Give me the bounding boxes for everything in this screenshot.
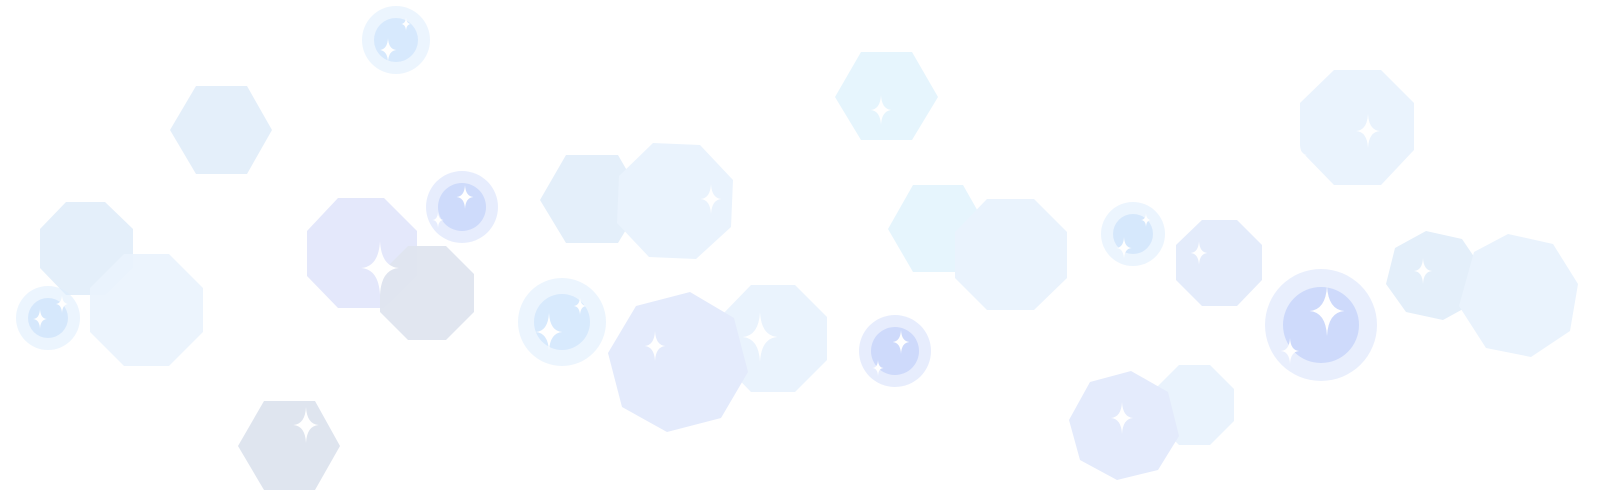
heptagon-shape [1386,231,1481,320]
heptagon-shape [1069,371,1179,480]
octagon-shape [380,246,474,340]
octagon-shape [955,199,1067,310]
glow-orb [534,294,590,350]
octagon-shape [1300,70,1414,185]
octagon-shape [90,254,203,366]
octagon-shape [1176,220,1262,306]
glow-orb [1283,287,1359,363]
heptagon-shape [608,292,748,432]
hexagon-shape [170,86,272,174]
hexagon-shape [835,52,938,140]
glow-orb [374,18,418,62]
octagon-shape [720,285,827,392]
glow-orb [28,298,68,338]
heptagon-shape [617,143,733,259]
heptagon-shape [1459,234,1578,357]
glow-orb [438,183,486,231]
glow-orb [871,327,919,375]
hexagon-shape [238,401,340,490]
